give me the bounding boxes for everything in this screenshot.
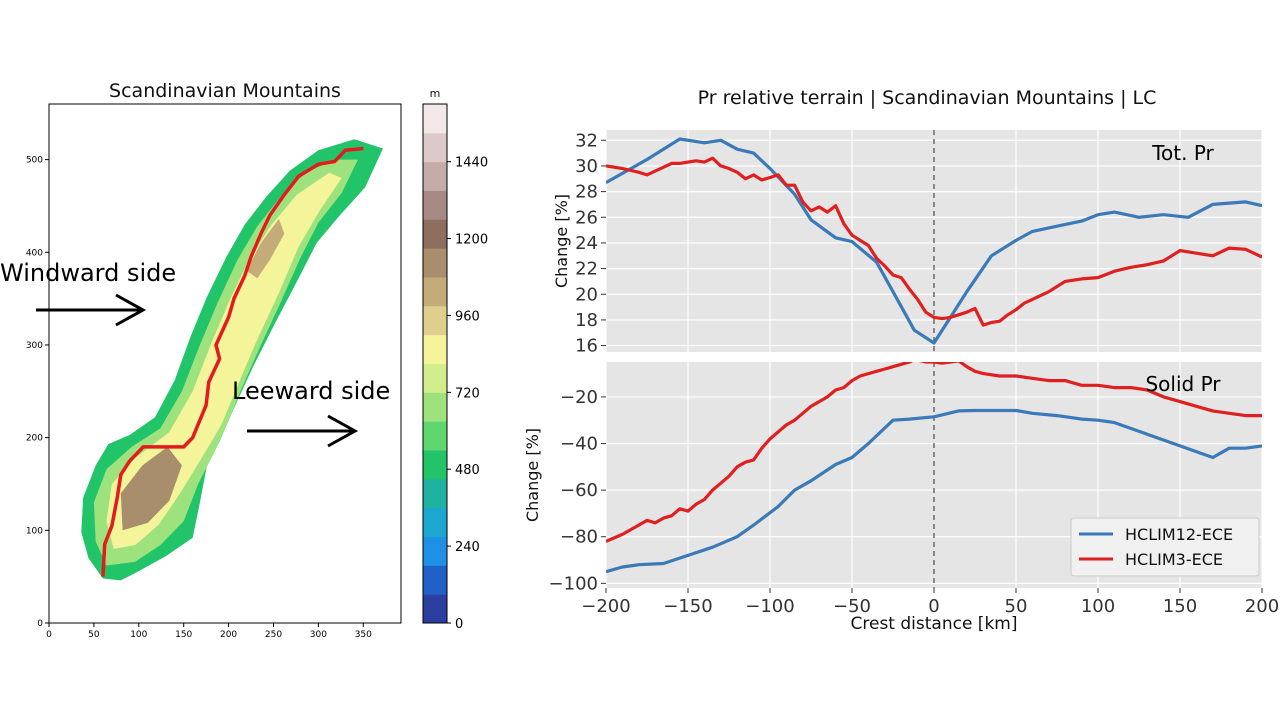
map-title: Scandinavian Mountains	[109, 80, 341, 102]
colorbar-band	[423, 565, 447, 595]
terrain-map	[81, 139, 384, 581]
x-tick-label: −150	[663, 596, 712, 617]
top-grid	[605, 130, 1263, 352]
colorbar-band	[423, 190, 447, 220]
colorbar-band	[423, 277, 447, 307]
bottom-series-hclim12-ece	[606, 408, 1262, 574]
map-x-tick-label: 0	[46, 630, 52, 640]
colorbar-band	[423, 478, 447, 509]
colorbar-band	[423, 507, 447, 537]
x-tick-label: 200	[1245, 596, 1279, 617]
colorbar-band	[423, 536, 447, 566]
legend-label-hclim12: HCLIM12-ECE	[1125, 525, 1233, 544]
top-y-tick-label: 18	[575, 310, 598, 331]
map-x-tick-label: 300	[310, 630, 327, 640]
bottom-series	[606, 362, 1262, 574]
leeward-label: Leeward side	[232, 377, 390, 405]
x-axis-label: Crest distance [km]	[851, 614, 1018, 634]
x-tick-label: 50	[1005, 596, 1028, 617]
legend: HCLIM12-ECE HCLIM3-ECE	[1070, 517, 1260, 577]
map-y-tick-label: 0	[37, 619, 43, 629]
map-x-tick-label: 50	[88, 630, 100, 640]
colorbar-band	[423, 421, 447, 451]
colorbar-band	[423, 248, 447, 278]
top-series	[606, 137, 1262, 345]
bottom-series-hclim3-ece	[606, 362, 1262, 543]
colorbar-band	[423, 392, 447, 422]
legend-label-hclim3: HCLIM3-ECE	[1125, 550, 1223, 569]
colorbar-band	[423, 132, 447, 163]
bottom-y-tick-label: −100	[549, 573, 598, 594]
map-x-tick-label: 200	[220, 630, 237, 640]
colorbar-band	[423, 363, 447, 393]
chart-title: Pr relative terrain | Scandinavian Mount…	[698, 87, 1157, 109]
map-y-tick-label: 200	[26, 434, 43, 444]
top-y-tick-label: 22	[575, 259, 598, 280]
terrain-band-peak-north	[246, 218, 285, 279]
windward-arrow	[36, 293, 147, 327]
colorbar-band	[423, 219, 447, 249]
top-y-axis: 16 18 20 22 24 26 28 30 32	[575, 130, 606, 357]
top-y-tick-label: 24	[575, 233, 598, 254]
top-y-tick-label: 26	[575, 207, 598, 228]
map-x-tick-label: 100	[130, 630, 147, 640]
map-x-tick-label: 350	[355, 630, 372, 640]
colorbar-tick-label: 240	[455, 540, 480, 555]
top-y-tick-label: 28	[575, 182, 598, 203]
colorbar-tick-label: 0	[455, 617, 463, 632]
map-y-tick-label: 500	[26, 156, 43, 166]
x-tick-label: −200	[581, 596, 630, 617]
map-frame	[48, 103, 402, 624]
colorbar-band	[423, 305, 447, 336]
x-tick-label: 100	[1081, 596, 1115, 617]
colorbar-band	[423, 104, 447, 134]
colorbar-frame	[422, 103, 448, 624]
map-y-tick-label: 100	[26, 526, 43, 536]
colorbar-tick-label: 720	[455, 386, 480, 401]
colorbar-band	[423, 594, 447, 624]
map-y-axis: 0 100 200 300 400 500	[26, 156, 49, 629]
bottom-panel-label: Solid Pr	[1145, 372, 1221, 396]
colorbar-band	[423, 334, 447, 364]
colorbar-tick-label: 960	[455, 309, 480, 324]
bottom-y-tick-label: −20	[560, 387, 598, 408]
colorbar-tick-label: 480	[455, 463, 480, 478]
x-tick-label: 150	[1163, 596, 1197, 617]
colorbar-band	[423, 450, 447, 480]
top-y-tick-label: 30	[575, 156, 598, 177]
top-series-hclim3-ece	[606, 156, 1262, 327]
colorbar	[422, 103, 448, 624]
top-y-tick-label: 16	[575, 336, 598, 357]
colorbar-unit: m	[430, 87, 441, 100]
map-x-tick-label: 150	[175, 630, 192, 640]
leeward-arrow	[247, 414, 359, 448]
windward-label: Windward side	[0, 259, 176, 287]
top-panel-label: Tot. Pr	[1151, 141, 1214, 165]
map-y-tick-label: 300	[26, 341, 43, 351]
bottom-y-axis: −100 −80 −60 −40 −20	[549, 387, 606, 594]
colorbar-band	[423, 161, 447, 191]
colorbar-ticks: 0 240 480 720 960 1200 1440	[447, 156, 488, 632]
bottom-x-axis: −200 −150 −100 −50 0 50 100 150 200	[581, 588, 1279, 617]
crest-line	[101, 146, 364, 577]
top-y-label: Change [%]	[552, 194, 571, 288]
map-x-tick-label: 250	[265, 630, 282, 640]
x-tick-label: −100	[745, 596, 794, 617]
colorbar-tick-label: 1440	[455, 156, 488, 171]
map-x-axis: 0 50 100 150 200 250 300 350	[46, 623, 372, 640]
bottom-y-tick-label: −60	[560, 480, 598, 501]
bottom-y-tick-label: −40	[560, 434, 598, 455]
x-tick-label: 0	[928, 596, 939, 617]
top-y-tick-label: 20	[575, 284, 598, 305]
bottom-y-tick-label: −80	[560, 527, 598, 548]
x-tick-label: −50	[833, 596, 871, 617]
top-series-hclim12-ece	[606, 137, 1262, 345]
map-y-tick-label: 400	[26, 248, 43, 258]
colorbar-tick-label: 1200	[455, 233, 488, 248]
bottom-y-label: Change [%]	[523, 428, 542, 522]
terrain-band-peak-south	[120, 446, 182, 531]
top-y-tick-label: 32	[575, 130, 598, 151]
